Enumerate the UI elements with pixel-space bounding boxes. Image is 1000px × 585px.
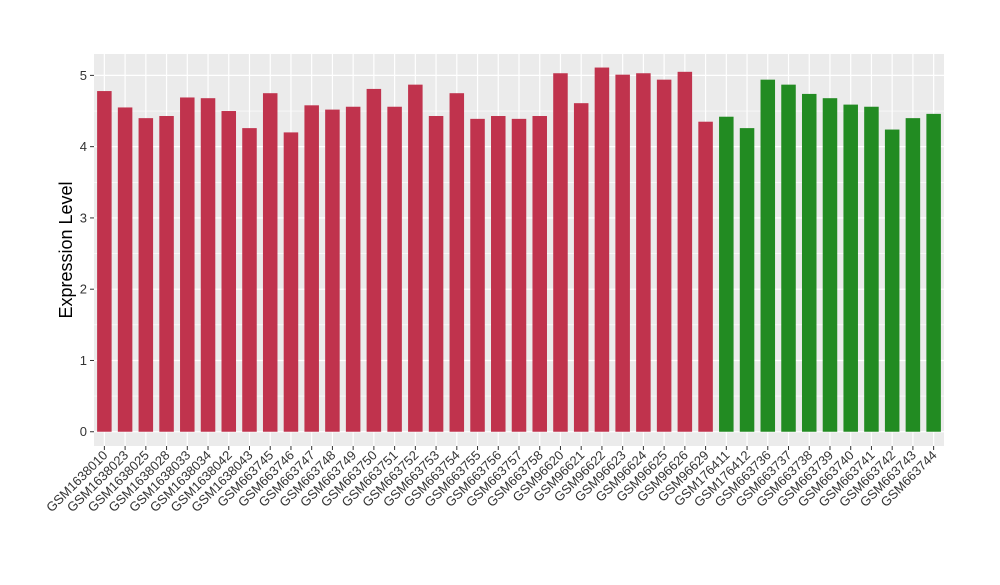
bar-GSM663743 bbox=[905, 118, 921, 432]
bar-GSM176412 bbox=[739, 128, 755, 432]
bar-GSM1638010 bbox=[97, 91, 112, 432]
bar-GSM96629 bbox=[698, 121, 713, 432]
y-tick-label: 4 bbox=[80, 139, 87, 154]
bar-GSM663755 bbox=[470, 118, 485, 432]
bar-GSM663739 bbox=[822, 98, 838, 432]
bar-GSM663747 bbox=[304, 105, 319, 432]
x-axis: GSM1638010GSM1638023GSM1638025GSM1638028… bbox=[43, 446, 940, 515]
bar-GSM663738 bbox=[801, 93, 817, 432]
y-axis-label: Expression Level bbox=[56, 181, 76, 318]
bar-GSM96620 bbox=[553, 73, 568, 432]
bar-GSM96622 bbox=[594, 67, 610, 432]
bar-GSM663754 bbox=[449, 93, 465, 432]
bar-GSM176411 bbox=[719, 116, 734, 432]
bar-GSM96623 bbox=[615, 74, 630, 432]
bar-GSM96625 bbox=[656, 79, 672, 432]
bar-GSM663736 bbox=[760, 79, 776, 432]
bar-GSM1638042 bbox=[221, 111, 237, 432]
bar-GSM663748 bbox=[325, 109, 340, 432]
y-tick-label: 0 bbox=[80, 424, 87, 439]
bar-GSM663749 bbox=[345, 106, 361, 432]
bars bbox=[97, 67, 941, 432]
bar-GSM663745 bbox=[262, 93, 278, 432]
bar-GSM1638034 bbox=[200, 98, 216, 432]
bar-GSM1638043 bbox=[242, 128, 257, 432]
bar-GSM1638033 bbox=[180, 97, 195, 432]
y-tick-label: 1 bbox=[80, 353, 87, 368]
bar-GSM663756 bbox=[491, 116, 506, 432]
y-tick-label: 5 bbox=[80, 68, 87, 83]
bar-GSM663737 bbox=[781, 84, 796, 432]
y-tick-label: 2 bbox=[80, 282, 87, 297]
bar-GSM1638028 bbox=[159, 116, 174, 432]
bar-GSM663757 bbox=[511, 118, 527, 432]
y-tick-label: 3 bbox=[80, 210, 87, 225]
bar-GSM1638023 bbox=[117, 107, 133, 432]
bar-GSM96621 bbox=[573, 103, 589, 432]
bar-GSM663741 bbox=[864, 106, 879, 432]
bar-GSM663740 bbox=[843, 104, 858, 432]
bar-GSM663742 bbox=[884, 129, 900, 432]
bar-GSM663744 bbox=[926, 113, 941, 432]
bar-GSM663746 bbox=[283, 132, 299, 432]
bar-GSM663750 bbox=[366, 88, 382, 432]
bar-GSM96626 bbox=[677, 71, 693, 432]
bar-GSM96624 bbox=[636, 73, 651, 432]
bar-GSM663751 bbox=[387, 106, 402, 432]
y-axis: 0 1 2 3 4 5 bbox=[80, 68, 94, 439]
bar-GSM1638025 bbox=[138, 118, 154, 432]
bar-GSM663753 bbox=[428, 116, 444, 432]
bar-GSM663758 bbox=[532, 116, 547, 432]
bar-GSM663752 bbox=[408, 84, 423, 432]
